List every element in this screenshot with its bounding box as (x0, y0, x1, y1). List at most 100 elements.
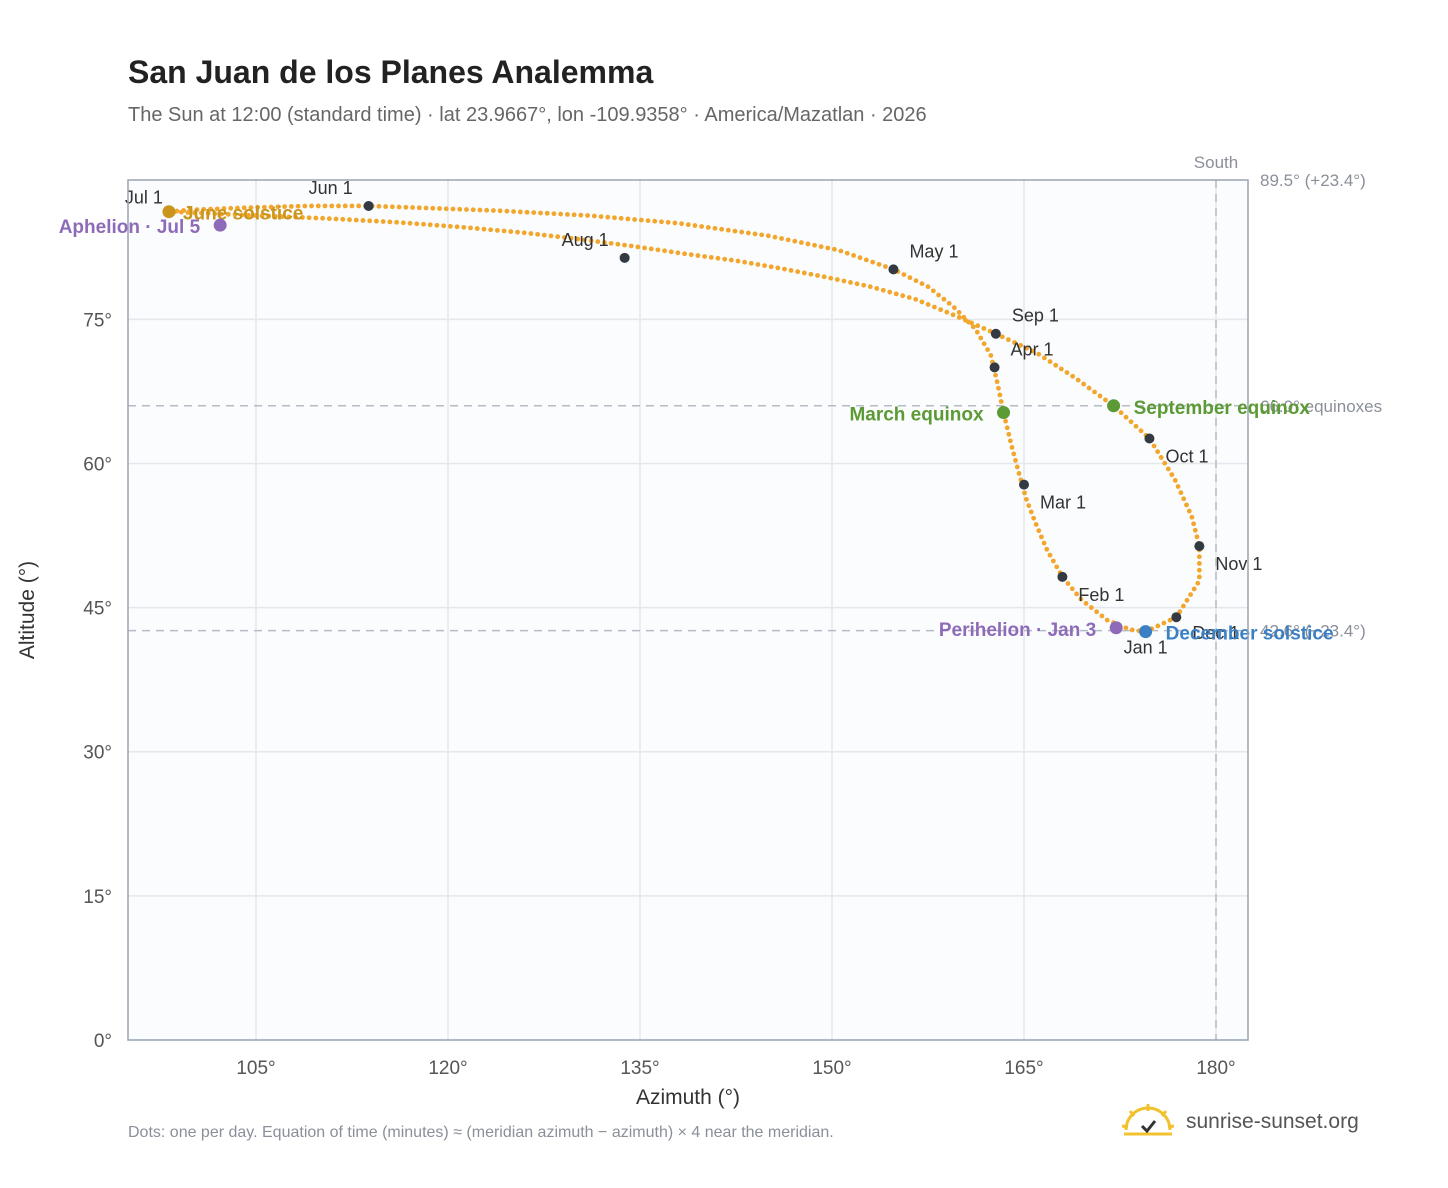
daily-sun-dot (906, 295, 912, 300)
y-tick-label: 15° (83, 887, 112, 908)
daily-sun-dot (313, 215, 319, 221)
daily-sun-dot (715, 255, 721, 261)
sun-logo-icon (1121, 1104, 1175, 1136)
daily-sun-dot (1194, 534, 1200, 540)
daily-sun-dot (225, 211, 231, 217)
daily-sun-dot (818, 244, 824, 250)
daily-sun-dot (1099, 613, 1105, 619)
daily-sun-dot (1196, 567, 1202, 573)
brand[interactable]: sunrise-sunset.org (1120, 1102, 1359, 1142)
daily-sun-dot (1191, 521, 1196, 527)
event-label: Perihelion · Jan 3 (939, 620, 1096, 641)
daily-sun-dot (887, 289, 893, 295)
daily-sun-dot (752, 231, 758, 237)
axes: 105° 120° 135° 150° 165° 180° 0° 15° 30° 45° 60° 75… (83, 310, 1235, 1079)
daily-sun-dot (336, 203, 341, 209)
daily-sun-dot (1018, 342, 1023, 348)
daily-sun-dot (775, 265, 781, 271)
month-label: Jun 1 (309, 178, 353, 198)
daily-sun-dot (901, 272, 907, 278)
chart-title: San Juan de los Planes Analemma (128, 54, 654, 90)
daily-sun-dot (342, 203, 348, 209)
x-tick-label: 105° (236, 1058, 275, 1079)
event-label: Aphelion · Jul 5 (59, 217, 201, 238)
daily-sun-dot (484, 207, 490, 213)
daily-sun-dot (273, 213, 278, 219)
daily-sun-dot (900, 293, 906, 299)
daily-sun-dot (551, 211, 557, 217)
daily-sun-dot (938, 307, 944, 313)
daily-sun-dot (925, 302, 931, 307)
daily-sun-dot (798, 240, 804, 245)
daily-sun-dot (282, 204, 287, 210)
daily-sun-dot (491, 208, 496, 213)
daily-sun-dot (1081, 381, 1087, 387)
daily-sun-dot (815, 273, 820, 278)
daily-sun-dot (571, 212, 577, 218)
y-tick-label: 45° (83, 599, 112, 620)
daily-sun-dot (936, 292, 942, 298)
daily-sun-dot (219, 211, 225, 217)
daily-sun-dot (528, 231, 534, 236)
daily-sun-dot (279, 214, 285, 220)
daily-sun-dot (688, 252, 694, 258)
daily-sun-dot (1184, 597, 1190, 603)
month-label: Jan 1 (1124, 638, 1168, 658)
daily-sun-dot (1172, 477, 1178, 483)
daily-sun-dot (239, 212, 245, 218)
daily-sun-dot (648, 246, 654, 252)
daily-sun-dot (295, 203, 301, 209)
daily-sun-dot (208, 206, 213, 212)
daily-sun-dot (468, 225, 473, 231)
daily-sun-dot (975, 323, 981, 329)
daily-sun-dot (1047, 552, 1053, 558)
daily-sun-dot (504, 208, 510, 214)
daily-sun-dot (668, 249, 674, 255)
daily-sun-dot (541, 232, 547, 238)
daily-sun-dot (1188, 592, 1193, 598)
daily-sun-dot (333, 216, 339, 222)
daily-sun-dot (252, 213, 258, 218)
daily-sun-dot (665, 219, 671, 225)
daily-sun-dot (1191, 586, 1197, 592)
event-label: June solstice (183, 204, 303, 225)
daily-sun-dot (1151, 443, 1157, 449)
daily-sun-dot (615, 241, 621, 247)
daily-sun-dot (1024, 345, 1030, 351)
daily-sun-dot (739, 229, 745, 235)
daily-sun-dot (1028, 509, 1034, 515)
daily-sun-dot (1088, 605, 1094, 610)
daily-sun-dot (241, 205, 247, 211)
month-marker (1057, 571, 1068, 582)
daily-sun-dot (1022, 490, 1027, 496)
daily-sun-dot (1054, 564, 1060, 570)
month-label: Feb 1 (1078, 585, 1124, 605)
daily-sun-dot (821, 274, 827, 280)
daily-sun-dot (575, 236, 581, 242)
daily-sun-dot (320, 215, 325, 221)
daily-sun-dot (423, 205, 429, 211)
x-tick-label: 150° (812, 1058, 851, 1079)
daily-sun-dot (367, 218, 373, 224)
daily-sun-dot (585, 213, 591, 218)
daily-sun-dot (848, 279, 853, 285)
daily-sun-dot (946, 300, 952, 306)
daily-sun-dot (1086, 385, 1092, 391)
daily-sun-dot (497, 208, 503, 214)
daily-sun-dot (266, 213, 272, 219)
daily-sun-dot (555, 234, 561, 240)
daily-sun-dot (913, 278, 919, 284)
brand-name: sunrise-sunset.org (1186, 1110, 1359, 1133)
daily-sun-dot (1009, 444, 1015, 450)
daily-sun-dot (812, 242, 817, 248)
daily-sun-dot (1075, 377, 1081, 383)
daily-sun-dot (531, 210, 537, 216)
daily-sun-dot (1178, 490, 1184, 496)
x-tick-label: 180° (1196, 1058, 1235, 1079)
daily-sun-dot (996, 385, 1001, 391)
daily-sun-dot (925, 284, 931, 290)
reference-lines: South 89.5° (+23.4°) 66.0° equinoxes 42.6° … (128, 153, 1382, 1040)
month-marker (363, 200, 374, 211)
daily-sun-dot (591, 213, 597, 219)
